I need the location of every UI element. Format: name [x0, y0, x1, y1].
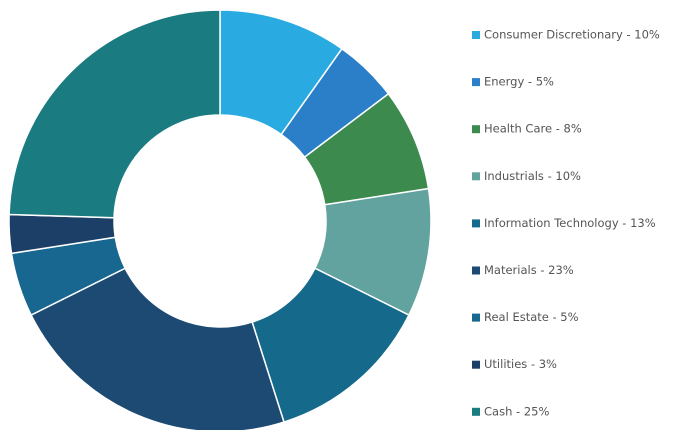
- legend-label: Health Care - 8%: [484, 122, 582, 136]
- legend-label: Materials - 23%: [484, 263, 574, 277]
- legend-swatch: [472, 219, 480, 228]
- legend-label: Utilities - 3%: [484, 357, 557, 371]
- legend-label: Information Technology - 13%: [484, 216, 656, 230]
- legend-swatch: [472, 78, 480, 87]
- donut-slice: [8, 9, 221, 219]
- legend-label: Real Estate - 5%: [484, 310, 579, 324]
- legend-label: Consumer Discretionary - 10%: [484, 28, 660, 42]
- legend-swatch: [472, 407, 480, 416]
- legend-swatch: [472, 313, 480, 322]
- legend-label: Energy - 5%: [484, 75, 554, 89]
- legend-label: Industrials - 10%: [484, 169, 581, 183]
- legend-swatch: [472, 266, 480, 275]
- legend-swatch: [472, 172, 480, 181]
- legend-label: Cash - 25%: [484, 404, 549, 418]
- legend-swatch: [472, 125, 480, 134]
- legend-swatch: [472, 360, 480, 369]
- legend-swatch: [472, 31, 480, 39]
